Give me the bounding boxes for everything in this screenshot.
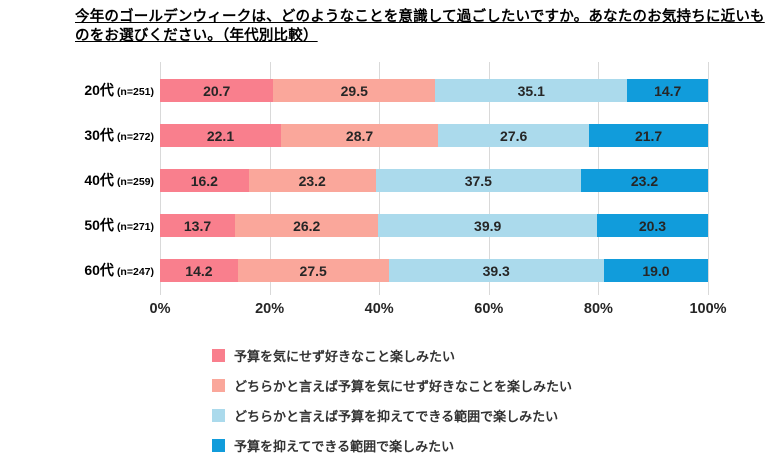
segment-value: 37.5 [464,172,492,189]
segment-value: 13.7 [183,217,212,234]
x-tick-label: 40% [364,301,394,317]
legend-swatch-icon [212,348,225,362]
segment-value: 23.2 [298,172,326,189]
sample-size-label: (n=272) [116,131,154,143]
legend-label: 予算を抑えてできる範囲で楽しみたい [234,438,455,454]
category-label: 20代 (n=251) [0,79,154,102]
sample-size-label: (n=251) [116,86,154,98]
age-group-label: 20代 [84,82,114,98]
category-label: 30代 (n=272) [0,124,154,147]
legend-swatch-icon [212,378,225,392]
bar-row: 16.2 23.2 37.5 23.2 [160,169,709,192]
segment-value: 20.3 [638,217,667,234]
segment-value: 35.1 [517,82,545,99]
bar-segment: 28.7 [280,124,439,147]
x-tick-label: 60% [474,301,504,317]
bar-segment: 22.1 [160,124,281,147]
segment-value: 23.2 [630,172,659,189]
gridline [708,62,709,295]
chart-title: 今年のゴールデンウィークは、どのようなことを意識して過ごしたいですか。あなたのお… [75,9,765,44]
bar-segment: 14.7 [627,79,708,102]
x-tick-label: 100% [689,301,727,317]
bar-segment: 20.3 [596,214,709,237]
bar-segment: 21.7 [589,124,708,147]
legend-item: 予算を抑えてできる範囲で楽しみたい [212,430,572,460]
legend-item: 予算を気にせず好きなこと楽しみたい [212,340,572,370]
x-tick-label: 20% [255,301,285,317]
legend-item: どちらかと言えば予算を抑えてできる範囲で楽しみたい [212,400,572,430]
legend-item: どちらかと言えば予算を気にせず好きなことを楽しみたい [212,370,572,400]
sample-size-label: (n=271) [116,221,154,233]
segment-value: 28.7 [345,127,374,144]
segment-value: 27.6 [500,127,528,144]
segment-value: 39.9 [474,217,502,234]
bar-segment: 27.6 [438,124,590,147]
segment-value: 14.7 [654,82,682,99]
bar-segment: 23.2 [581,169,709,192]
segment-value: 21.7 [634,127,663,144]
bar-segment: 27.5 [237,259,389,282]
age-group-label: 40代 [84,172,114,188]
bar-row: 20.7 29.5 35.1 14.7 [160,79,708,102]
segment-value: 22.1 [206,127,235,144]
segment-value: 27.5 [299,262,327,279]
category-label: 40代 (n=259) [0,169,154,192]
bar-segment: 19.0 [603,259,708,282]
bar-segment: 26.2 [235,214,379,237]
bar-segment: 39.3 [388,259,604,282]
segment-value: 16.2 [190,172,218,189]
age-group-label: 30代 [84,127,114,143]
segment-value: 29.5 [340,82,368,99]
bar-segment: 16.2 [160,169,249,192]
legend-swatch-icon [212,408,225,422]
x-tick-label: 0% [149,301,171,317]
legend-label: どちらかと言えば予算を気にせず好きなことを楽しみたい [234,378,573,394]
bar-row: 14.2 27.5 39.3 19.0 [160,259,708,282]
category-label: 60代 (n=247) [0,259,154,282]
segment-value: 19.0 [642,262,670,279]
segment-value: 26.2 [293,217,321,234]
legend-label: 予算を気にせず好きなこと楽しみたい [234,348,456,364]
age-group-label: 60代 [84,262,114,278]
legend: 予算を気にせず好きなこと楽しみたいどちらかと言えば予算を気にせず好きなことを楽し… [212,340,572,460]
segment-value: 39.3 [482,262,510,279]
legend-swatch-icon [212,438,225,452]
plot-area: 20.7 29.5 35.1 14.7 22.1 28.7 27.6 21.7 16.2 23.2… [160,62,709,295]
bar-segment: 29.5 [273,79,436,102]
bar-row: 22.1 28.7 27.6 21.7 [160,124,708,147]
bar-segment: 39.9 [378,214,597,237]
segment-value: 14.2 [185,262,213,279]
bar-segment: 23.2 [248,169,376,192]
bar-segment: 35.1 [435,79,628,102]
bar-row: 13.7 26.2 39.9 20.3 [160,214,709,237]
segment-value: 20.7 [203,82,231,99]
sample-size-label: (n=247) [116,266,154,278]
sample-size-label: (n=259) [116,176,154,188]
bar-segment: 37.5 [375,169,581,192]
bar-segment: 20.7 [160,79,274,102]
legend-label: どちらかと言えば予算を抑えてできる範囲で楽しみたい [234,408,559,424]
bar-segment: 14.2 [160,259,238,282]
category-label: 50代 (n=271) [0,214,154,237]
age-group-label: 50代 [84,217,114,233]
x-tick-label: 80% [583,301,613,317]
bar-segment: 13.7 [160,214,235,237]
